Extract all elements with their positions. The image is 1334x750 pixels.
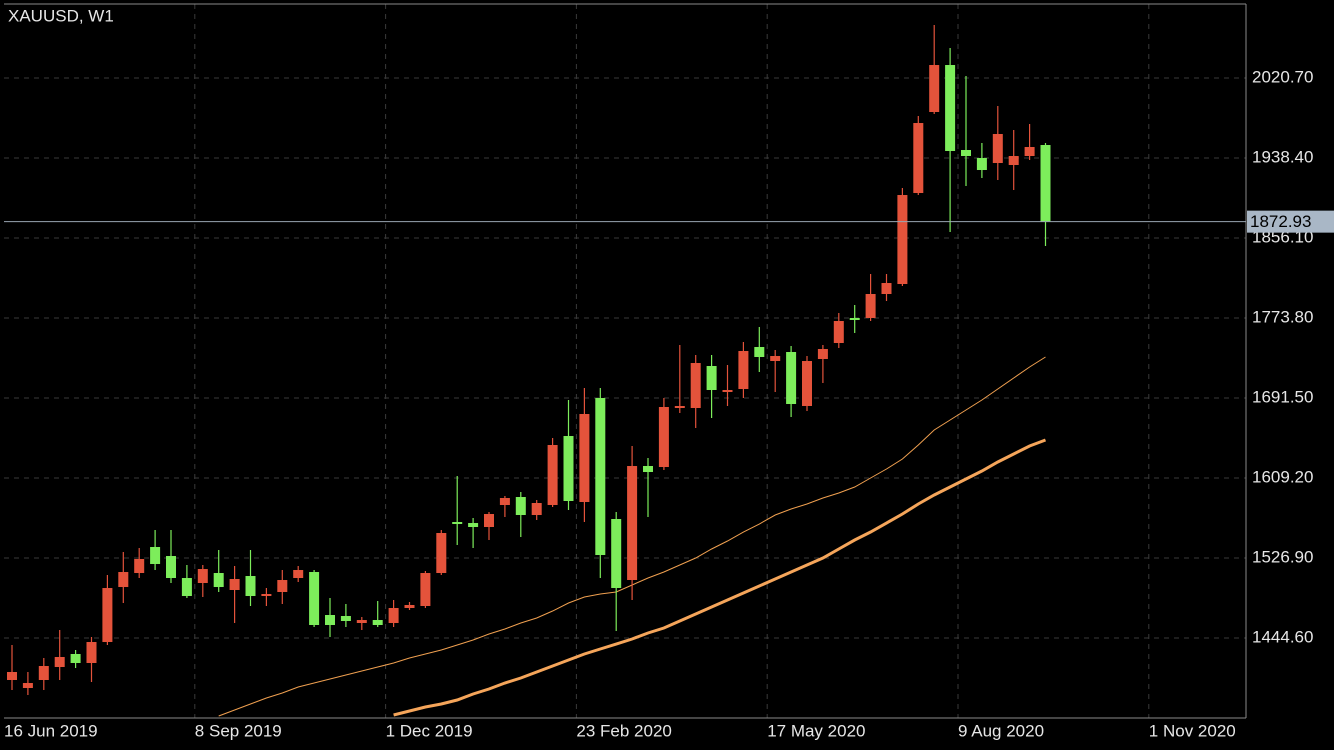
y-tick-label: 1691.50 <box>1252 387 1313 406</box>
candle-body <box>22 683 33 689</box>
candle-body <box>611 519 622 589</box>
candle-body <box>563 436 574 501</box>
candle-body <box>293 570 304 579</box>
candle-body <box>166 556 176 579</box>
candle-body <box>658 407 669 468</box>
candle-body <box>70 654 81 664</box>
candle-body <box>515 497 526 516</box>
candle-body <box>340 616 351 621</box>
chart-title: XAUUSD, W1 <box>8 6 114 25</box>
candle-body <box>356 620 367 624</box>
x-tick-label: 8 Sep 2019 <box>195 721 282 740</box>
candle-body <box>54 657 65 668</box>
candle-body <box>690 363 701 409</box>
y-tick-label: 1526.90 <box>1252 547 1313 566</box>
candle-body <box>197 569 208 584</box>
candle-body <box>1008 156 1019 166</box>
moving-average-line <box>393 438 1047 717</box>
candle-body <box>643 466 653 473</box>
candle-body <box>468 523 479 528</box>
candle-body <box>849 318 860 321</box>
candle-body <box>595 398 606 556</box>
candle-body <box>627 466 638 581</box>
y-tick-label: 1444.60 <box>1252 627 1313 646</box>
candle-body <box>579 414 590 503</box>
candle-body <box>722 390 733 393</box>
y-tick-label: 1773.80 <box>1252 307 1313 326</box>
candle-body <box>833 321 844 344</box>
candle-body <box>674 406 685 409</box>
candle-body <box>1040 145 1051 222</box>
candle-body <box>309 572 320 626</box>
candle-body <box>325 615 335 626</box>
candle-body <box>229 579 240 591</box>
y-tick-label: 2020.70 <box>1252 67 1313 86</box>
candle-body <box>992 134 1003 164</box>
candle-body <box>277 580 288 593</box>
candle-body <box>531 503 542 516</box>
candle-body <box>881 283 892 295</box>
x-tick-label: 1 Dec 2019 <box>386 721 473 740</box>
x-tick-label: 17 May 2020 <box>767 721 865 740</box>
candle-body <box>1024 147 1035 157</box>
candle-body <box>945 65 956 152</box>
candle-body <box>929 65 940 113</box>
candle-body <box>372 620 383 626</box>
x-tick-label: 16 Jun 2019 <box>4 721 98 740</box>
price-label: 1872.93 <box>1250 212 1311 231</box>
candle-body <box>802 361 812 407</box>
candle-body <box>388 608 399 624</box>
price-label-box <box>1247 210 1334 233</box>
candle-body <box>706 366 717 391</box>
candle-body <box>150 547 161 565</box>
candle-body <box>738 351 749 389</box>
candle-body <box>213 573 224 588</box>
candle-body <box>865 294 876 319</box>
candle-body <box>961 150 971 157</box>
candle-body <box>420 573 431 607</box>
candle-body <box>7 672 17 681</box>
y-tick-label: 1609.20 <box>1252 467 1313 486</box>
candle-body <box>102 588 113 643</box>
candle-body <box>913 123 924 194</box>
candle-body <box>452 522 463 525</box>
candle-body <box>976 158 987 171</box>
candle-body <box>261 594 272 597</box>
y-tick-label: 1938.40 <box>1252 147 1313 166</box>
candle-body <box>499 498 510 506</box>
candle-body <box>404 604 415 609</box>
x-tick-label: 1 Nov 2020 <box>1149 721 1236 740</box>
candle-body <box>786 352 797 405</box>
candle-body <box>245 576 256 597</box>
x-tick-label: 9 Aug 2020 <box>958 721 1044 740</box>
candle-body <box>118 572 129 588</box>
candle-body <box>754 347 765 357</box>
candle-body <box>181 578 192 597</box>
candle-body <box>436 532 447 574</box>
candle-body <box>817 349 828 360</box>
candle-body <box>547 444 558 506</box>
candle-body <box>770 356 781 362</box>
candle-body <box>897 195 908 285</box>
candle-body <box>484 514 494 528</box>
x-tick-label: 23 Feb 2020 <box>576 721 671 740</box>
candle-body <box>134 559 145 574</box>
candle-body <box>38 666 49 681</box>
candle-body <box>86 642 97 664</box>
